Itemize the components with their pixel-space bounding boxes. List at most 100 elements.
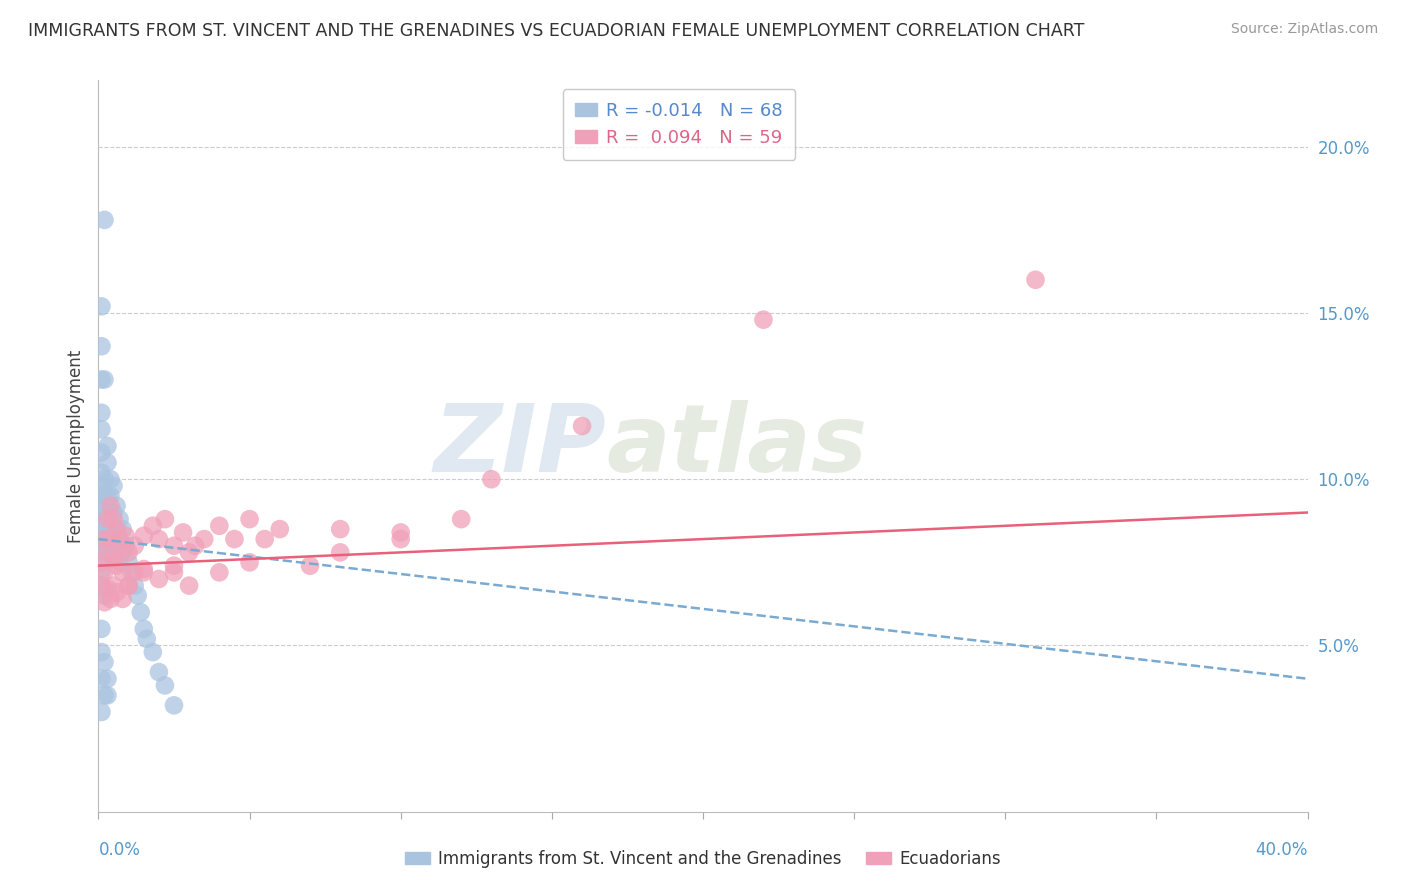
Point xyxy=(90,645,112,659)
Point xyxy=(752,312,775,326)
Point xyxy=(118,545,141,559)
Point xyxy=(93,532,115,546)
Point xyxy=(90,372,112,386)
Point xyxy=(90,512,112,526)
Point xyxy=(481,472,503,486)
Point xyxy=(90,299,112,313)
Point xyxy=(100,472,122,486)
Point xyxy=(253,532,276,546)
Point xyxy=(1024,273,1046,287)
Point xyxy=(96,522,118,536)
Point xyxy=(108,555,131,569)
Point xyxy=(121,566,143,580)
Point xyxy=(93,532,115,546)
Point xyxy=(93,566,115,580)
Point xyxy=(269,522,291,536)
Point xyxy=(103,539,125,553)
Point xyxy=(90,622,112,636)
Point xyxy=(108,532,131,546)
Point xyxy=(90,672,112,686)
Legend: Immigrants from St. Vincent and the Grenadines, Ecuadorians: Immigrants from St. Vincent and the Gren… xyxy=(398,844,1008,875)
Point xyxy=(118,555,141,569)
Point xyxy=(93,213,115,227)
Point xyxy=(105,585,128,599)
Point xyxy=(224,532,246,546)
Point xyxy=(179,579,201,593)
Point xyxy=(132,566,155,580)
Point xyxy=(193,532,215,546)
Point xyxy=(90,499,112,513)
Point xyxy=(96,582,118,596)
Point xyxy=(96,512,118,526)
Point xyxy=(184,539,207,553)
Point xyxy=(208,518,231,533)
Point xyxy=(96,689,118,703)
Point xyxy=(239,555,262,569)
Point xyxy=(179,545,201,559)
Point xyxy=(450,512,472,526)
Point xyxy=(329,545,352,559)
Point xyxy=(118,579,141,593)
Point xyxy=(90,479,112,493)
Point xyxy=(124,539,146,553)
Point xyxy=(93,489,115,503)
Point xyxy=(90,566,112,580)
Y-axis label: Female Unemployment: Female Unemployment xyxy=(66,350,84,542)
Text: ZIP: ZIP xyxy=(433,400,606,492)
Point xyxy=(148,665,170,679)
Point xyxy=(90,555,112,569)
Point xyxy=(163,566,186,580)
Text: IMMIGRANTS FROM ST. VINCENT AND THE GRENADINES VS ECUADORIAN FEMALE UNEMPLOYMENT: IMMIGRANTS FROM ST. VINCENT AND THE GREN… xyxy=(28,22,1084,40)
Point xyxy=(103,506,125,520)
Point xyxy=(90,466,112,480)
Point xyxy=(96,506,118,520)
Point xyxy=(153,678,176,692)
Point xyxy=(163,698,186,713)
Legend: R = -0.014   N = 68, R =  0.094   N = 59: R = -0.014 N = 68, R = 0.094 N = 59 xyxy=(562,89,796,160)
Point xyxy=(111,542,134,557)
Point xyxy=(239,512,262,526)
Point xyxy=(571,419,593,434)
Point xyxy=(114,529,136,543)
Point xyxy=(100,512,122,526)
Point xyxy=(132,562,155,576)
Text: 40.0%: 40.0% xyxy=(1256,841,1308,859)
Point xyxy=(111,566,134,580)
Point xyxy=(299,558,322,573)
Point xyxy=(111,545,134,559)
Point xyxy=(111,591,134,606)
Point xyxy=(118,579,141,593)
Point xyxy=(105,522,128,536)
Point xyxy=(163,558,186,573)
Point xyxy=(389,532,412,546)
Point xyxy=(124,579,146,593)
Point xyxy=(103,479,125,493)
Point xyxy=(142,518,165,533)
Point xyxy=(142,645,165,659)
Point xyxy=(90,339,112,353)
Point xyxy=(90,579,112,593)
Point xyxy=(96,489,118,503)
Point xyxy=(90,545,112,559)
Point xyxy=(90,406,112,420)
Point xyxy=(172,525,194,540)
Point xyxy=(111,522,134,536)
Point xyxy=(208,566,231,580)
Point xyxy=(105,558,128,573)
Point xyxy=(108,512,131,526)
Point xyxy=(93,655,115,669)
Text: Source: ZipAtlas.com: Source: ZipAtlas.com xyxy=(1230,22,1378,37)
Point xyxy=(105,522,128,536)
Point xyxy=(90,532,112,546)
Point xyxy=(105,545,128,559)
Point xyxy=(100,532,122,546)
Point xyxy=(163,539,186,553)
Text: atlas: atlas xyxy=(606,400,868,492)
Point xyxy=(135,632,157,646)
Point xyxy=(93,545,115,559)
Point xyxy=(90,422,112,436)
Point xyxy=(127,589,149,603)
Point xyxy=(96,545,118,559)
Point xyxy=(93,372,115,386)
Point xyxy=(93,589,115,603)
